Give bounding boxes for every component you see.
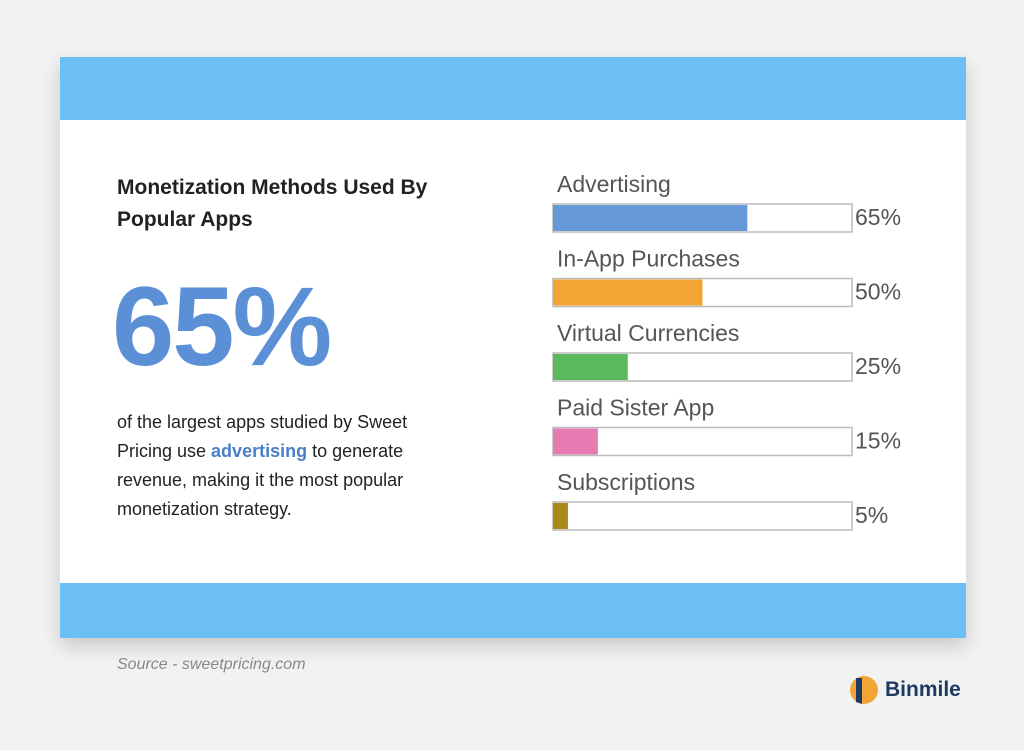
- bar: [553, 279, 703, 306]
- big-stat: 65%: [112, 264, 332, 389]
- logo: [850, 676, 878, 704]
- description: of the largest apps studied by Sweet Pri…: [117, 408, 447, 524]
- text: to generate revenue, making it the most …: [117, 441, 404, 519]
- value-label: 50%: [855, 279, 901, 305]
- bar: [553, 354, 628, 380]
- highlight: advertising: [211, 441, 308, 461]
- category-label: Advertising: [557, 171, 671, 197]
- top-band: [60, 57, 966, 120]
- logo-circle: [850, 676, 878, 704]
- value-label: 65%: [855, 204, 901, 230]
- headline: Monetization Methods Used By Popular App…: [117, 176, 428, 231]
- source: Source - sweetpricing.com: [117, 656, 306, 673]
- category-label: Subscriptions: [557, 469, 695, 495]
- bar-track: [552, 501, 853, 531]
- bar: [553, 428, 598, 455]
- bar: [553, 503, 568, 529]
- category-label: Paid Sister App: [557, 395, 714, 421]
- category-label: Virtual Currencies: [557, 320, 739, 346]
- chart: Advertising 65% In-App Purchases 50% Virtual…: [552, 171, 901, 531]
- card: [60, 57, 966, 638]
- brand: Binmile: [885, 678, 961, 701]
- bar: [553, 205, 748, 231]
- category-label: In-App Purchases: [557, 246, 740, 272]
- text: of the largest apps studied by Sweet Pri…: [117, 412, 408, 461]
- value-label: 5%: [855, 502, 888, 528]
- bar-track: [552, 426, 853, 457]
- bottom-band: [60, 583, 966, 638]
- logo-shape: [856, 678, 862, 704]
- value-label: 15%: [855, 428, 901, 454]
- value-label: 25%: [855, 353, 901, 379]
